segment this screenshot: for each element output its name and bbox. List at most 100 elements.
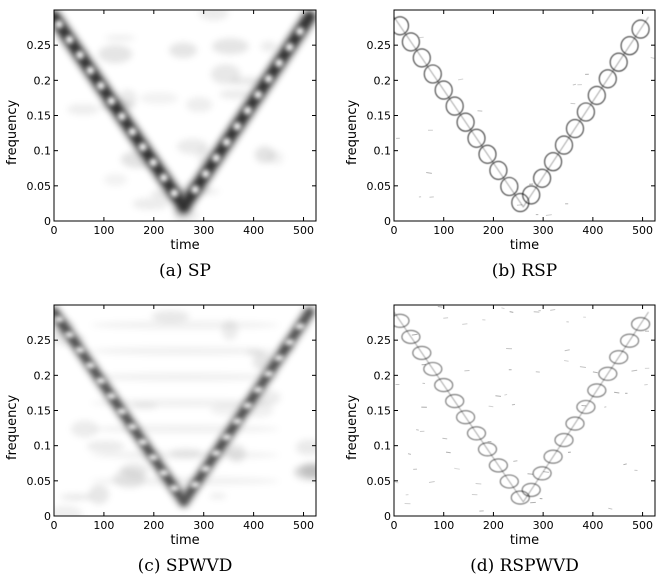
y-axis-label: frequency	[5, 99, 20, 165]
background-blob	[139, 92, 179, 105]
ridge-hole	[128, 127, 137, 136]
ridge-hole	[222, 137, 231, 147]
speckle	[527, 473, 534, 475]
ridge-hole	[190, 481, 201, 488]
ridge-hole	[148, 454, 159, 461]
y-tick-label: 0.15	[27, 405, 52, 418]
ridge-cell	[445, 394, 465, 409]
ridge-cell	[423, 361, 443, 377]
speckle	[545, 214, 552, 216]
ridge-hole	[232, 418, 243, 425]
x-axis: 0 100 200 300 400 500	[391, 305, 653, 532]
x-tick-label: 200	[143, 224, 164, 237]
speckle	[631, 369, 638, 372]
reassigned-ridge	[394, 16, 650, 213]
interference-band	[90, 347, 280, 355]
ridge-cell	[609, 350, 629, 365]
interference-band	[90, 477, 280, 485]
ridge-cell	[412, 345, 432, 360]
speckle	[564, 360, 569, 362]
background-blob	[104, 35, 136, 41]
heatmap-background	[394, 10, 655, 221]
y-tick-label: 0.05	[27, 180, 52, 193]
speckle	[550, 309, 556, 311]
ridge-cell	[477, 442, 498, 457]
y-tick-label: 0	[44, 510, 51, 523]
background-blob	[67, 103, 100, 115]
speckle	[454, 467, 460, 470]
background-blob	[60, 493, 93, 501]
x-tick-label: 200	[483, 224, 504, 237]
heatmap-content	[394, 10, 655, 221]
y-tick-label: 0.25	[367, 334, 392, 347]
ridge-hole	[285, 43, 294, 52]
ridge-hole	[64, 331, 75, 338]
y-tick-label: 0.15	[27, 110, 52, 123]
ridge-cell	[466, 426, 487, 441]
ridge-cell	[631, 19, 650, 39]
y-tick-label: 0	[384, 510, 391, 523]
ridge-hole	[211, 450, 222, 456]
ridge-hole	[107, 96, 116, 106]
ridge-cell	[401, 32, 420, 52]
x-axis-label: time	[170, 533, 199, 548]
ridge-cell	[394, 16, 410, 36]
ridge-cell	[565, 119, 585, 139]
y-tick-label: 0.2	[374, 74, 392, 87]
speckle	[443, 317, 449, 319]
y-tick-label: 0.05	[367, 180, 392, 193]
speckle	[437, 306, 443, 308]
ridge-cell	[631, 317, 651, 332]
x-tick-label: 0	[391, 519, 398, 532]
x-tick-label: 300	[193, 519, 214, 532]
ridge-hole	[137, 439, 148, 445]
background-blob	[103, 173, 128, 186]
y-tick-label: 0.2	[374, 369, 392, 382]
ridge-hole	[212, 153, 221, 163]
panel-caption: (d) RSPWVD	[470, 556, 579, 576]
x-tick-label: 400	[243, 224, 264, 237]
ridge-cell	[478, 144, 497, 164]
y-tick-label: 0.15	[367, 110, 392, 123]
ridge-hole	[96, 81, 106, 90]
interference-band	[90, 451, 280, 459]
heatmap-content	[394, 305, 655, 516]
ridge-hole	[75, 50, 85, 60]
speckle	[416, 429, 419, 431]
ridge-cell	[499, 474, 519, 489]
ridge-cell	[620, 36, 639, 56]
x-tick-label: 500	[293, 224, 314, 237]
ridge-hole	[274, 355, 285, 361]
heatmap-background	[394, 305, 655, 516]
x-tick-label: 400	[582, 519, 603, 532]
ridge-cell	[522, 185, 541, 205]
y-tick-label: 0.2	[34, 369, 52, 382]
speckle	[488, 405, 494, 408]
y-axis: 0 0.05 0.1 0.15 0.2 0.25	[27, 334, 316, 523]
x-tick-label: 200	[483, 519, 504, 532]
y-tick-label: 0	[44, 215, 51, 228]
x-axis-label: time	[510, 533, 539, 548]
ridge-cell	[467, 128, 486, 148]
ridge-hole	[75, 347, 85, 353]
ridge-cell	[620, 333, 640, 348]
ridge-hole	[242, 402, 253, 409]
ridge-cell	[434, 80, 453, 100]
ridge-hole	[233, 122, 242, 131]
x-tick-label: 500	[632, 224, 653, 237]
x-tick-label: 0	[51, 519, 58, 532]
x-tick-label: 100	[433, 224, 454, 237]
speckle	[543, 471, 549, 473]
interference-band	[90, 425, 280, 433]
ridge-hole	[86, 66, 95, 75]
speckle	[395, 481, 399, 484]
background-blob	[254, 146, 275, 164]
y-tick-label: 0.1	[374, 440, 392, 453]
ridge-cell	[609, 52, 628, 72]
background-blob	[198, 10, 229, 21]
x-axis: 0 100 200 300 400 500	[51, 10, 314, 237]
y-tick-label: 0.25	[27, 334, 52, 347]
ridge-hole	[243, 106, 252, 115]
x-axis-label: time	[510, 238, 539, 253]
